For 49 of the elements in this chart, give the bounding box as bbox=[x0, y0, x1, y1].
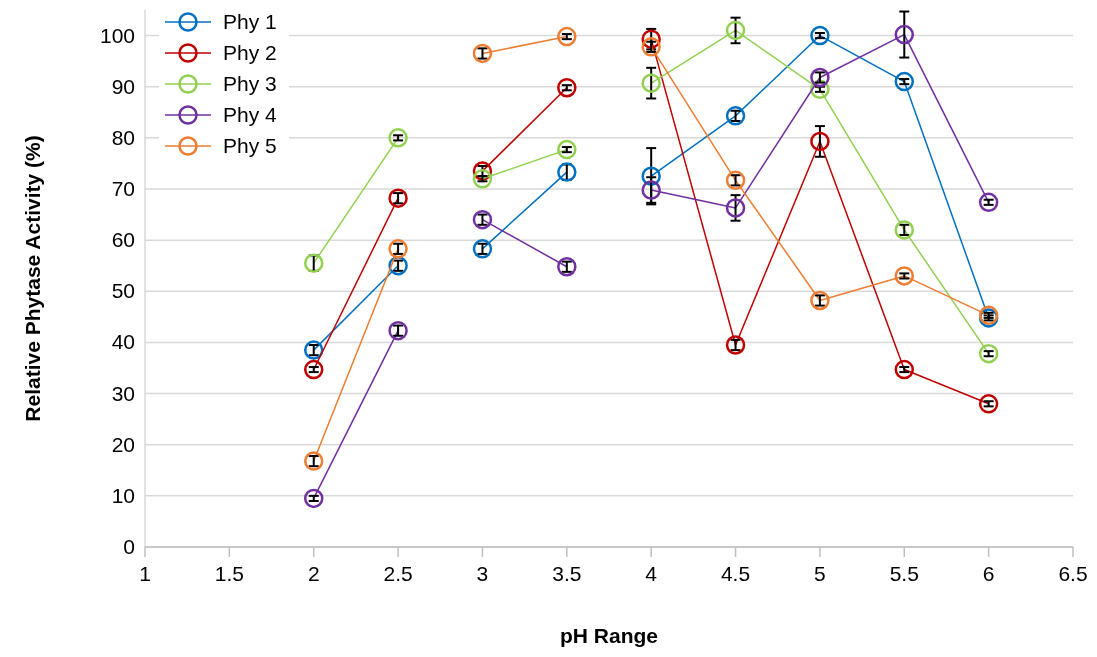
y-tick-label: 60 bbox=[111, 228, 135, 252]
legend-label: Phy 4 bbox=[223, 103, 278, 126]
point bbox=[557, 26, 577, 47]
y-tick-label: 50 bbox=[111, 279, 135, 303]
x-tick-label: 2.5 bbox=[383, 562, 413, 585]
x-tick-label: 4.5 bbox=[720, 562, 751, 585]
point bbox=[725, 198, 746, 218]
point bbox=[557, 77, 577, 98]
x-tick-label: 6 bbox=[982, 562, 995, 585]
point bbox=[303, 488, 324, 509]
point bbox=[978, 192, 999, 213]
x-tick-label: 3.5 bbox=[552, 562, 582, 585]
point bbox=[641, 180, 661, 200]
y-axis-title: Relative Phytase Activity (%) bbox=[21, 135, 44, 422]
point bbox=[894, 24, 915, 45]
y-tick-label: 20 bbox=[111, 432, 135, 456]
point bbox=[303, 359, 324, 380]
point bbox=[810, 25, 830, 46]
x-tick-label: 2 bbox=[307, 562, 320, 585]
point bbox=[894, 71, 915, 92]
legend-label: Phy 1 bbox=[223, 10, 277, 33]
x-axis-title: pH Range bbox=[559, 624, 659, 647]
x-tick-label: 6.5 bbox=[1058, 562, 1088, 585]
x-tick-label: 3 bbox=[476, 562, 489, 585]
point bbox=[388, 128, 408, 148]
y-tick-label: 70 bbox=[111, 177, 135, 200]
point bbox=[810, 131, 830, 152]
point bbox=[641, 73, 661, 93]
x-tick-label: 4 bbox=[645, 562, 658, 585]
x-tick-label: 1 bbox=[139, 562, 151, 585]
y-tick-label: 100 bbox=[99, 23, 135, 47]
y-tick-label: 40 bbox=[111, 330, 135, 354]
x-tick-label: 5 bbox=[814, 562, 826, 585]
y-tick-label: 10 bbox=[111, 483, 135, 507]
point bbox=[978, 394, 999, 414]
point bbox=[894, 359, 915, 380]
point bbox=[472, 169, 493, 189]
legend-label: Phy 5 bbox=[223, 134, 277, 157]
point bbox=[894, 266, 915, 286]
point bbox=[557, 139, 577, 160]
y-tick-label: 80 bbox=[111, 125, 135, 149]
x-tick-label: 1.5 bbox=[214, 562, 244, 585]
legend-label: Phy 3 bbox=[223, 72, 277, 95]
y-tick-label: 30 bbox=[111, 381, 135, 405]
point bbox=[978, 343, 999, 364]
x-tick-label: 5.5 bbox=[889, 562, 919, 585]
legend-label: Phy 2 bbox=[223, 41, 277, 64]
y-tick-label: 90 bbox=[111, 74, 135, 98]
y-tick-label: 0 bbox=[123, 535, 135, 558]
